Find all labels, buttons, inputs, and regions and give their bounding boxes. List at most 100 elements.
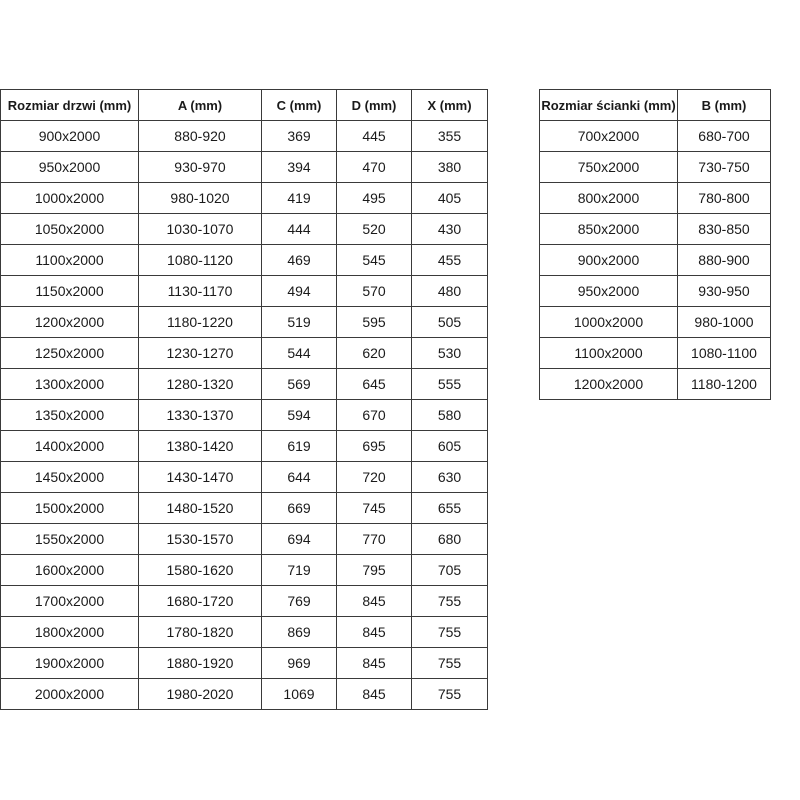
table-cell: 544 (261, 337, 337, 369)
table-cell: 1230-1270 (138, 337, 262, 369)
table-cell: 2000x2000 (0, 678, 139, 710)
table-cell: 430 (411, 213, 488, 245)
table-cell: 605 (411, 430, 488, 462)
table-row: 700x2000 680-700 (539, 120, 771, 152)
table-cell: 770 (336, 523, 412, 555)
table-cell: 1700x2000 (0, 585, 139, 617)
table-row: 1350x2000 1330-1370 594 670 580 (0, 399, 488, 431)
table-cell: 1780-1820 (138, 616, 262, 648)
table-cell: 755 (411, 678, 488, 710)
table-cell: 730-750 (677, 151, 771, 183)
table-cell: 900x2000 (539, 244, 678, 276)
table-cell: 530 (411, 337, 488, 369)
table-cell: 670 (336, 399, 412, 431)
table-cell: 1550x2000 (0, 523, 139, 555)
table-row: 1400x2000 1380-1420 619 695 605 (0, 430, 488, 462)
table-cell: 950x2000 (539, 275, 678, 307)
table-cell: 1050x2000 (0, 213, 139, 245)
table-cell: 680 (411, 523, 488, 555)
table-row: 1500x2000 1480-1520 669 745 655 (0, 492, 488, 524)
table-cell: 880-920 (138, 120, 262, 152)
table-cell: 795 (336, 554, 412, 586)
table-cell: 1180-1220 (138, 306, 262, 338)
table-cell: 845 (336, 585, 412, 617)
table-row: 1300x2000 1280-1320 569 645 555 (0, 368, 488, 400)
table-cell: 800x2000 (539, 182, 678, 214)
table-cell: 1000x2000 (539, 306, 678, 338)
table-cell: 930-950 (677, 275, 771, 307)
table-row: 2000x2000 1980-2020 1069 845 755 (0, 678, 488, 710)
table-header-row: Rozmiar ścianki (mm) B (mm) (539, 89, 771, 121)
table-cell: 1350x2000 (0, 399, 139, 431)
table-row: 800x2000 780-800 (539, 182, 771, 214)
table-row: 1700x2000 1680-1720 769 845 755 (0, 585, 488, 617)
table-cell: 494 (261, 275, 337, 307)
table-cell: 680-700 (677, 120, 771, 152)
table-cell: 1300x2000 (0, 368, 139, 400)
table-row: 950x2000 930-950 (539, 275, 771, 307)
table-cell: 845 (336, 647, 412, 679)
table-cell: 369 (261, 120, 337, 152)
table-cell: 1500x2000 (0, 492, 139, 524)
table-row: 1050x2000 1030-1070 444 520 430 (0, 213, 488, 245)
table-cell: 1100x2000 (0, 244, 139, 276)
table-row: 1000x2000 980-1000 (539, 306, 771, 338)
table-row: 750x2000 730-750 (539, 151, 771, 183)
table-cell: 700x2000 (539, 120, 678, 152)
table-cell: 545 (336, 244, 412, 276)
table-cell: 869 (261, 616, 337, 648)
table-cell: 845 (336, 678, 412, 710)
table-row: 950x2000 930-970 394 470 380 (0, 151, 488, 183)
table-cell: 980-1020 (138, 182, 262, 214)
table-cell: 1180-1200 (677, 368, 771, 400)
table-cell: 655 (411, 492, 488, 524)
table-cell: 419 (261, 182, 337, 214)
table-cell: 555 (411, 368, 488, 400)
table-cell: 1380-1420 (138, 430, 262, 462)
table-cell: 755 (411, 647, 488, 679)
table-cell: 720 (336, 461, 412, 493)
table-cell: 630 (411, 461, 488, 493)
table-cell: 1600x2000 (0, 554, 139, 586)
table-cell: 1580-1620 (138, 554, 262, 586)
table-cell: 1080-1100 (677, 337, 771, 369)
table-cell: 619 (261, 430, 337, 462)
table-row: 1600x2000 1580-1620 719 795 705 (0, 554, 488, 586)
table-cell: 469 (261, 244, 337, 276)
table-cell: 1200x2000 (0, 306, 139, 338)
table-cell: 1330-1370 (138, 399, 262, 431)
table-cell: 1130-1170 (138, 275, 262, 307)
table-cell: 745 (336, 492, 412, 524)
table-cell: 1880-1920 (138, 647, 262, 679)
table-cell: 1250x2000 (0, 337, 139, 369)
table-cell: 580 (411, 399, 488, 431)
table-cell: 380 (411, 151, 488, 183)
table-cell: 1200x2000 (539, 368, 678, 400)
table-cell: 505 (411, 306, 488, 338)
table-cell: 669 (261, 492, 337, 524)
table-cell: 1980-2020 (138, 678, 262, 710)
table-cell: 1030-1070 (138, 213, 262, 245)
table-row: 1000x2000 980-1020 419 495 405 (0, 182, 488, 214)
table-cell: 1430-1470 (138, 461, 262, 493)
table-cell: 1900x2000 (0, 647, 139, 679)
table-cell: 1450x2000 (0, 461, 139, 493)
table-row: 1450x2000 1430-1470 644 720 630 (0, 461, 488, 493)
table-cell: 1000x2000 (0, 182, 139, 214)
table-cell: 455 (411, 244, 488, 276)
column-header: X (mm) (411, 89, 488, 121)
table-cell: 694 (261, 523, 337, 555)
table-cell: 520 (336, 213, 412, 245)
table-cell: 480 (411, 275, 488, 307)
table-cell: 980-1000 (677, 306, 771, 338)
table-cell: 769 (261, 585, 337, 617)
table-cell: 594 (261, 399, 337, 431)
table-cell: 880-900 (677, 244, 771, 276)
table-cell: 705 (411, 554, 488, 586)
table-cell: 1800x2000 (0, 616, 139, 648)
table-cell: 595 (336, 306, 412, 338)
column-header: B (mm) (677, 89, 771, 121)
table-cell: 470 (336, 151, 412, 183)
table-cell: 355 (411, 120, 488, 152)
table-cell: 405 (411, 182, 488, 214)
